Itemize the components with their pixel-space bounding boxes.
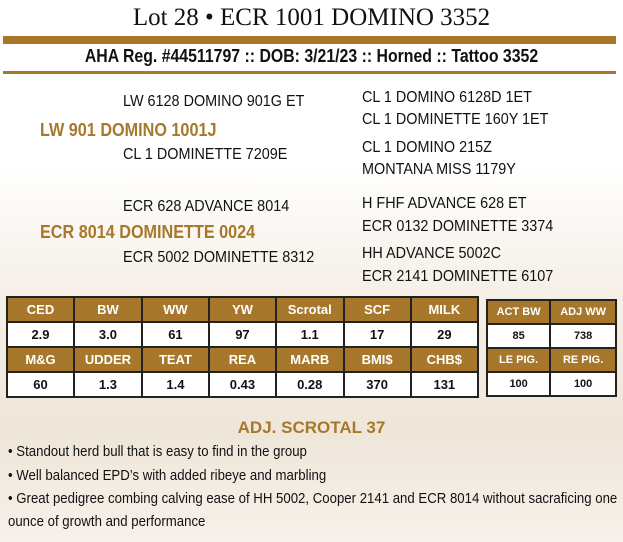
dam-sire-sire: H FHF ADVANCE 628 ET: [362, 195, 527, 212]
performance-value-row: 100 100: [485, 371, 617, 397]
epd-value: 1.4: [140, 371, 211, 398]
sire-dam-sire: CL 1 DOMINO 215Z: [362, 139, 492, 156]
dam-dam-sire: HH ADVANCE 5002C: [362, 245, 501, 262]
sire-sire-sire: CL 1 DOMINO 6128D 1ET: [362, 89, 532, 106]
epd-value: 29: [409, 321, 480, 348]
dam-dam-dam: ECR 2141 DOMINETTE 6107: [362, 268, 554, 285]
sire-dam-dam: MONTANA MISS 1179Y: [362, 161, 516, 178]
epd-header: BW: [73, 296, 143, 323]
bullet-item-continued: ounce of growth and performance: [8, 513, 206, 530]
epd-value: 0.28: [274, 371, 345, 398]
epd-header: MILK: [409, 296, 480, 323]
epd-header: REA: [208, 346, 277, 373]
epd-header: CED: [6, 296, 75, 323]
epd-value-row: 2.9 3.0 61 97 1.1 17 29: [6, 321, 480, 348]
performance-header: RE PIG.: [549, 347, 617, 373]
dam-sire-dam: ECR 0132 DOMINETTE 3374: [362, 218, 554, 235]
epd-header-row: CED BW WW YW Scrotal SCF MILK: [6, 296, 480, 323]
lot-title: Lot 28 • ECR 1001 DOMINO 3352: [132, 4, 491, 31]
epd-header: CHB$: [409, 346, 480, 373]
epd-value-row: 60 1.3 1.4 0.43 0.28 370 131: [6, 371, 480, 398]
registration-line: AHA Reg. #44511797 :: DOB: 3/21/23 :: Ho…: [84, 46, 539, 66]
performance-header-row: ACT BW ADJ WW: [485, 299, 617, 325]
epd-header: M&G: [6, 346, 75, 373]
dam: ECR 8014 DOMINETTE 0024: [40, 222, 256, 242]
epd-value: 370: [342, 371, 412, 398]
performance-header-row: LE PIG. RE PIG.: [485, 347, 617, 373]
epd-value: 17: [342, 321, 412, 348]
epd-value: 2.9: [6, 321, 75, 348]
performance-header: ADJ WW: [549, 299, 617, 325]
epd-value: 60: [6, 371, 75, 398]
bullet-item: • Well balanced EPD’s with added ribeye …: [8, 467, 327, 484]
epd-header: TEAT: [140, 346, 211, 373]
performance-value: 738: [549, 323, 617, 349]
epd-header-row: M&G UDDER TEAT REA MARB BMI$ CHB$: [6, 346, 480, 373]
epd-value: 3.0: [73, 321, 143, 348]
epd-value: 1.3: [73, 371, 143, 398]
performance-table: ACT BW ADJ WW 85 738 LE PIG. RE PIG. 100 100: [485, 299, 617, 397]
adj-scrotal: ADJ. SCROTAL 37: [237, 418, 386, 437]
divider: [3, 36, 616, 44]
epd-header: BMI$: [342, 346, 412, 373]
epd-value: 131: [409, 371, 480, 398]
bullet-item: • Great pedigree combing calving ease of…: [8, 490, 618, 507]
bullet-item: • Standout herd bull that is easy to fin…: [8, 443, 307, 460]
epd-header: SCF: [342, 296, 412, 323]
epd-value: 1.1: [274, 321, 345, 348]
sire-sire: LW 6128 DOMINO 901G ET: [123, 93, 305, 110]
performance-header: LE PIG.: [485, 347, 552, 373]
sire: LW 901 DOMINO 1001J: [40, 120, 217, 140]
epd-header: UDDER: [73, 346, 143, 373]
performance-value-row: 85 738: [485, 323, 617, 349]
epd-header: Scrotal: [274, 296, 345, 323]
dam-sire: ECR 628 ADVANCE 8014: [123, 198, 290, 215]
epd-value: 61: [140, 321, 211, 348]
epd-table: CED BW WW YW Scrotal SCF MILK 2.9 3.0 61 97 1.1 17 2…: [6, 296, 480, 398]
dam-dam: ECR 5002 DOMINETTE 8312: [123, 249, 315, 266]
epd-header: YW: [208, 296, 277, 323]
epd-header: MARB: [274, 346, 345, 373]
performance-value: 85: [485, 323, 552, 349]
divider: [3, 71, 616, 74]
sire-sire-dam: CL 1 DOMINETTE 160Y 1ET: [362, 111, 549, 128]
epd-header: WW: [140, 296, 211, 323]
performance-value: 100: [485, 371, 552, 397]
epd-value: 97: [208, 321, 277, 348]
performance-value: 100: [549, 371, 617, 397]
sire-dam: CL 1 DOMINETTE 7209E: [123, 146, 288, 163]
epd-value: 0.43: [208, 371, 277, 398]
performance-header: ACT BW: [485, 299, 552, 325]
